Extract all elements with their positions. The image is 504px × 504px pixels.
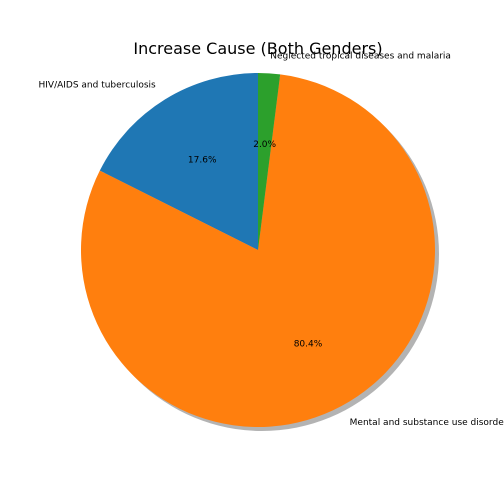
pie-category-label-neglected-tropical-diseases-and-malaria: Neglected tropical diseases and malaria [270, 52, 451, 62]
title-layer: Increase Cause (Both Genders) [133, 39, 382, 58]
chart-title: Increase Cause (Both Genders) [133, 39, 382, 58]
pie-labels: 17.6% HIV/AIDS and tuberculosis 80.4% Menta… [38, 52, 504, 428]
pie-value-label-mental-and-substance-use-disorders: 80.4% [294, 340, 323, 350]
pie-slice-mental-and-substance-use-disorders [81, 74, 436, 427]
pie-slices [81, 73, 436, 427]
pie-value-label-neglected-tropical-diseases-and-malaria: 2.0% [253, 140, 276, 150]
pie-category-label-mental-and-substance-use-disorders: Mental and substance use disorders [350, 418, 504, 428]
pie-slice-hiv-aids-and-tuberculosis [99, 73, 258, 250]
pie-value-label-hiv-aids-and-tuberculosis: 17.6% [188, 156, 217, 166]
pie-slice-neglected-tropical-diseases-and-malaria [258, 73, 281, 250]
pie-category-label-hiv-aids-and-tuberculosis: HIV/AIDS and tuberculosis [38, 80, 156, 90]
